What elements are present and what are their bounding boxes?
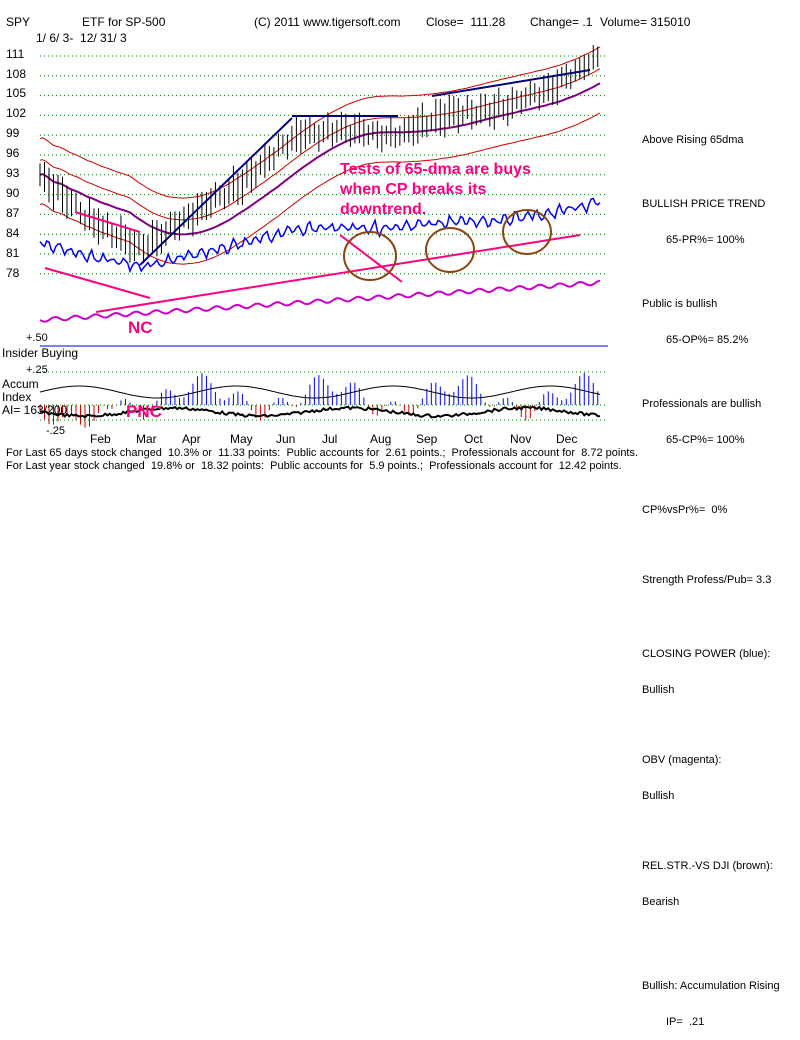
status-pr: 65-PR%= 100% bbox=[666, 234, 745, 246]
status-professionals: Professionals are bullish bbox=[642, 398, 762, 410]
y-tick: 96 bbox=[6, 146, 20, 160]
y-tick: 78 bbox=[6, 266, 20, 280]
status-strength: Strength Profess/Pub= 3.3 bbox=[642, 574, 772, 586]
closing-power-line bbox=[39, 197, 601, 274]
accum-gridlines bbox=[40, 371, 608, 421]
status-closing-power: CLOSING POWER (blue): bbox=[642, 648, 771, 660]
volume-value: Volume= 315010 bbox=[600, 15, 691, 29]
annotation-tests-line: when CP breaks its bbox=[340, 181, 487, 198]
cp-downtrend-line bbox=[44, 267, 151, 299]
label-plus25: +.25 bbox=[26, 364, 48, 376]
status-op: 65-OP%= 85.2% bbox=[666, 334, 749, 346]
date-range: 1/ 6/ 3- 12/ 31/ 3 bbox=[36, 31, 127, 45]
lower-band bbox=[39, 112, 601, 265]
month-label: Jul bbox=[322, 432, 338, 446]
uptrend-line bbox=[139, 117, 293, 266]
label-minus25: -.25 bbox=[46, 425, 65, 437]
month-label: Apr bbox=[182, 432, 201, 446]
footer-line-65days: For Last 65 days stock changed 10.3% or … bbox=[6, 447, 639, 459]
y-tick: 87 bbox=[6, 206, 20, 220]
upper-trend-line bbox=[431, 69, 591, 97]
status-cpvspr: CP%vsPr%= 0% bbox=[642, 504, 728, 516]
month-label: May bbox=[230, 432, 253, 446]
symbol: SPY bbox=[6, 15, 31, 29]
upper-band bbox=[39, 46, 601, 199]
y-tick: 105 bbox=[6, 86, 27, 100]
month-label: Mar bbox=[136, 432, 157, 446]
chart-marks bbox=[39, 44, 601, 428]
cp-uptrend-line bbox=[95, 234, 581, 313]
label-accum: Accum bbox=[2, 377, 39, 391]
label-ai: AI= 163/200 bbox=[2, 403, 68, 417]
copyright: (C) 2011 www.tigersoft.com bbox=[254, 15, 401, 29]
status-bullish-trend: BULLISH PRICE TREND bbox=[642, 198, 766, 210]
etf-name: ETF for SP-500 bbox=[82, 15, 166, 29]
status-above-ma: Above Rising 65dma bbox=[642, 134, 744, 146]
moving-average-line bbox=[39, 82, 601, 236]
relative-strength-line bbox=[39, 405, 601, 419]
label-index: Index bbox=[2, 390, 32, 404]
month-label: Feb bbox=[90, 432, 111, 446]
status-obv: OBV (magenta): bbox=[642, 754, 722, 766]
month-label: Nov bbox=[510, 432, 532, 446]
status-relstr-value: Bearish bbox=[642, 896, 680, 908]
y-tick: 108 bbox=[6, 67, 27, 81]
footer-line-year: For Last year stock changed 19.8% or 18.… bbox=[6, 460, 622, 472]
month-label: Aug bbox=[370, 432, 392, 446]
price-downtrend-line bbox=[74, 211, 141, 233]
month-label: Dec bbox=[556, 432, 578, 446]
month-label: Jun bbox=[276, 432, 296, 446]
annotation-tests-line: downtrend. bbox=[340, 201, 427, 218]
obv-line bbox=[39, 279, 601, 323]
annotation-pnc: PNC bbox=[126, 402, 162, 421]
buy-circle bbox=[425, 227, 475, 273]
label-insider: Insider Buying bbox=[2, 346, 79, 360]
status-obv-value: Bullish bbox=[642, 790, 675, 802]
month-label: Sep bbox=[416, 432, 438, 446]
upper-inner-band bbox=[39, 68, 601, 221]
annotation-tests: Tests of 65-dma are buys when CP breaks … bbox=[340, 160, 531, 220]
status-ip: IP= .21 bbox=[666, 1016, 705, 1028]
annotation-nc: NC bbox=[128, 318, 153, 337]
cp-break-line bbox=[339, 234, 403, 283]
accum-average-line bbox=[39, 385, 601, 399]
status-closing-power-value: Bullish bbox=[642, 684, 675, 696]
buy-circle bbox=[343, 231, 397, 281]
status-relstr: REL.STR.-VS DJI (brown): bbox=[642, 860, 773, 872]
status-public: Public is bullish bbox=[642, 298, 718, 310]
y-tick: 102 bbox=[6, 106, 27, 120]
label-plus50: +.50 bbox=[26, 332, 48, 344]
month-label: Oct bbox=[464, 432, 483, 446]
stock-chart bbox=[39, 44, 608, 428]
change-value: Change= .1 bbox=[530, 15, 593, 29]
status-accum-rising: Bullish: Accumulation Rising bbox=[642, 980, 780, 992]
y-tick: 93 bbox=[6, 166, 20, 180]
annotation-tests-line: Tests of 65-dma are buys bbox=[340, 161, 531, 178]
status-cp: 65-CP%= 100% bbox=[666, 434, 745, 446]
y-tick: 90 bbox=[6, 186, 20, 200]
y-tick: 111 bbox=[6, 47, 25, 61]
y-tick: 99 bbox=[6, 126, 20, 140]
right-panel: Above Rising 65dma BULLISH PRICE TREND 6… bbox=[642, 110, 780, 1040]
close-value: Close= 111.28 bbox=[426, 15, 506, 29]
y-tick: 81 bbox=[6, 246, 20, 260]
buy-circle bbox=[502, 209, 552, 255]
y-tick: 84 bbox=[6, 226, 20, 240]
